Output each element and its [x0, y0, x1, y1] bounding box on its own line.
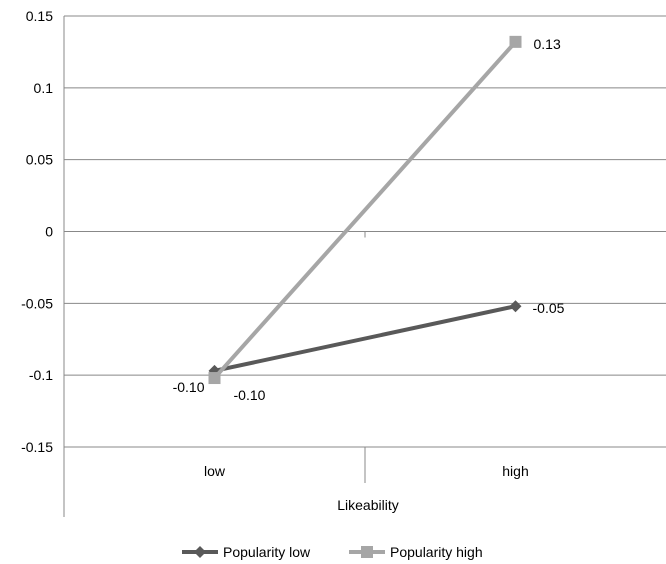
gridlines — [64, 15, 666, 448]
y-tick-label: 0.1 — [34, 80, 54, 96]
legend-item-popularity-low: Popularity low — [182, 544, 311, 560]
x-axis-title: Likeability — [337, 497, 398, 513]
data-point-square — [208, 372, 221, 385]
y-tick-label: -0.15 — [21, 439, 53, 455]
y-tick-label: 0.05 — [26, 152, 53, 168]
legend-marker-square — [361, 546, 373, 558]
data-label: -0.05 — [533, 300, 565, 316]
data-label: 0.13 — [534, 36, 561, 52]
legend-label: Popularity high — [390, 544, 483, 560]
legend-item-popularity-high: Popularity high — [349, 544, 483, 560]
series-line-popularity-low — [214, 304, 516, 373]
data-labels: -0.10 -0.05 -0.10 0.13 — [173, 36, 565, 403]
y-tick-label: 0 — [45, 224, 53, 240]
legend-label: Popularity low — [223, 544, 311, 560]
y-tick-label: -0.1 — [29, 367, 53, 383]
x-tick-label: high — [502, 463, 528, 479]
legend-marker-diamond — [194, 546, 206, 558]
series-line-popularity-high — [213, 40, 517, 380]
y-tick-labels: 0.15 0.1 0.05 0 -0.05 -0.1 -0.15 — [21, 8, 53, 455]
y-tick-label: -0.05 — [21, 295, 53, 311]
axes — [63, 16, 366, 517]
legend: Popularity low Popularity high — [182, 544, 483, 560]
x-tick-labels: low high — [204, 463, 529, 479]
y-tick-label: 0.15 — [26, 8, 53, 24]
data-label: -0.10 — [173, 379, 205, 395]
data-point-square — [509, 35, 522, 48]
x-tick-label: low — [204, 463, 226, 479]
series — [208, 35, 522, 385]
data-label: -0.10 — [234, 387, 266, 403]
data-point-diamond — [509, 300, 522, 313]
